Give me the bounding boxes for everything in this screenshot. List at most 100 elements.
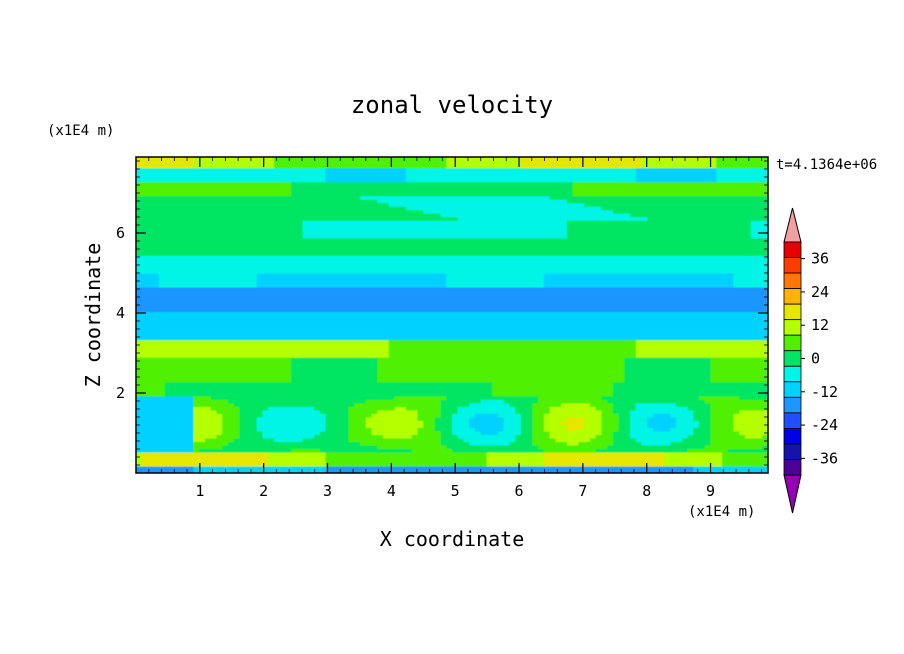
- field-cell: [635, 171, 717, 176]
- field-cell: [722, 462, 768, 467]
- field-cell: [457, 409, 516, 414]
- field-cell: [509, 441, 534, 446]
- field-cell: [291, 181, 574, 186]
- field-cell: [532, 409, 551, 414]
- field-cell: [681, 437, 712, 442]
- field-cell: [687, 406, 712, 411]
- field-cell: [222, 416, 241, 421]
- field-cell: [434, 427, 453, 432]
- field-cell: [325, 178, 407, 183]
- field-cell: [716, 174, 768, 179]
- field-cell: [710, 423, 735, 428]
- field-cell: [750, 220, 768, 225]
- field-cell: [630, 213, 768, 218]
- field-cell: [647, 216, 768, 221]
- field-cell: [302, 437, 350, 442]
- field-cell: [136, 188, 292, 193]
- field-cell: [164, 388, 493, 393]
- field-cell: [302, 234, 568, 239]
- field-cell: [325, 458, 488, 464]
- field-cell: [446, 157, 522, 162]
- field-cell: [136, 350, 390, 355]
- field-cell: [624, 364, 712, 369]
- field-cell: [440, 399, 482, 404]
- field-cell: [503, 427, 522, 432]
- field-cell: [612, 409, 631, 414]
- field-cell: [193, 465, 327, 471]
- field-cell: [549, 409, 602, 414]
- field-cell: [348, 413, 373, 418]
- field-cell: [406, 171, 637, 176]
- field-cell: [136, 192, 292, 197]
- field-cell: [503, 399, 539, 404]
- colorbar-label: -12: [811, 383, 838, 401]
- field-cell: [193, 430, 223, 435]
- field-cell: [601, 420, 620, 425]
- field-cell: [136, 329, 768, 334]
- field-cell: [239, 413, 263, 418]
- field-cell: [136, 381, 166, 386]
- field-cell: [635, 167, 717, 172]
- field-cell: [699, 423, 712, 428]
- field-cell: [136, 360, 292, 365]
- field-cell: [469, 402, 511, 407]
- field-cell: [256, 279, 447, 284]
- field-cell: [291, 357, 378, 362]
- field-cell: [733, 272, 768, 277]
- field-cell: [193, 416, 223, 421]
- y-tick-label: 6: [116, 224, 125, 242]
- field-cell: [325, 451, 488, 457]
- field-cell: [601, 423, 620, 428]
- field-cell: [601, 395, 700, 400]
- field-cell: [136, 283, 160, 288]
- field-cell: [388, 346, 637, 351]
- field-cell: [136, 469, 195, 473]
- field-cell: [262, 430, 321, 435]
- field-cell: [365, 423, 424, 428]
- field-cell: [635, 402, 677, 407]
- field-cell: [291, 360, 378, 365]
- field-cell: [227, 399, 367, 404]
- field-cell: [136, 322, 768, 327]
- field-cell: [136, 227, 304, 232]
- field-cell: [136, 420, 195, 425]
- field-cell: [136, 455, 143, 460]
- field-cell: [136, 388, 166, 393]
- x-tick-label: 6: [515, 482, 524, 500]
- field-cell: [136, 206, 407, 211]
- field-cell: [543, 416, 568, 421]
- field-cell: [302, 220, 568, 225]
- field-cell: [641, 441, 671, 446]
- field-cell: [136, 234, 304, 239]
- field-cell: [555, 437, 591, 442]
- field-cell: [325, 465, 694, 471]
- field-cell: [136, 430, 195, 435]
- colorbar-swatch: [783, 412, 802, 429]
- field-cell: [365, 420, 424, 425]
- field-cell: [440, 406, 459, 411]
- field-cell: [222, 444, 378, 450]
- field-cell: [670, 427, 694, 432]
- field-cell: [457, 434, 516, 439]
- field-cell: [612, 434, 631, 439]
- field-cell: [733, 416, 768, 421]
- field-cell: [136, 385, 166, 390]
- colorbar-over-arrow: [783, 207, 802, 243]
- field-cell: [486, 451, 545, 457]
- field-cell: [446, 272, 545, 277]
- field-cell: [319, 409, 350, 414]
- colorbar-swatch: [783, 381, 802, 398]
- field-cell: [158, 272, 258, 277]
- field-cell: [193, 423, 223, 428]
- field-cell: [388, 339, 637, 344]
- field-cell: [561, 420, 585, 425]
- field-cell: [136, 423, 195, 428]
- field-cell: [193, 441, 229, 446]
- field-cell: [492, 385, 614, 390]
- field-cell: [377, 357, 625, 362]
- field-cell: [624, 378, 712, 383]
- field-cell: [136, 402, 195, 407]
- field-cell: [262, 409, 321, 414]
- field-cell: [566, 441, 579, 446]
- field-cell: [210, 395, 396, 400]
